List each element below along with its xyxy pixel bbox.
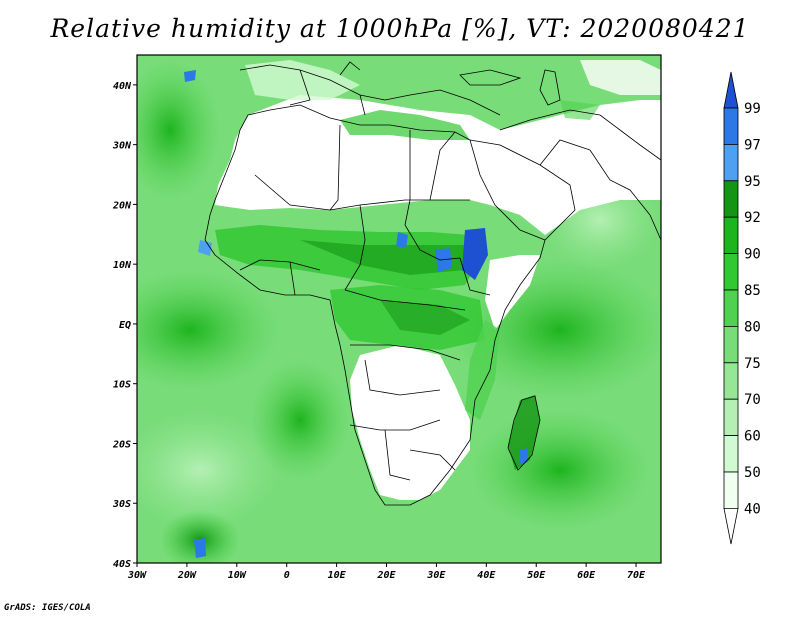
lon-tick-label: 50E [527, 570, 546, 581]
colorbar-segment [723, 435, 739, 473]
lon-tick-label: 20W [177, 570, 197, 581]
lon-tick-label: 0 [284, 570, 290, 581]
map-field [137, 55, 661, 563]
colorbar-segment [723, 471, 739, 509]
lon-tick-label: 10E [328, 570, 347, 581]
colorbar-segment [723, 107, 739, 145]
colorbar-label: 90 [744, 247, 761, 263]
colorbar-segment [723, 253, 739, 291]
lat-tick-label: 10N [113, 260, 132, 271]
lon-tick-label: 20E [376, 570, 396, 581]
colorbar-label: 80 [744, 319, 761, 335]
colorbar-label: 40 [744, 501, 761, 517]
lon-tick-label: 30E [426, 570, 446, 581]
map-title: Relative humidity at 1000hPa [%], VT: 20… [50, 14, 750, 43]
colorbar-label: 95 [744, 174, 761, 190]
colorbar-segment [723, 325, 739, 364]
colorbar-label: 60 [744, 429, 761, 445]
lon-tick-label: 40E [477, 570, 496, 581]
colorbar-segment [723, 216, 739, 254]
colorbar-label: 75 [744, 356, 761, 372]
lat-tick-label: 20N [112, 200, 132, 211]
lon-tick-label: 10W [228, 570, 247, 581]
lat-tick-label: 10S [113, 380, 131, 391]
lat-tick-label: 20S [112, 439, 131, 450]
footer-credit: GrADS: IGES/COLA [4, 603, 91, 613]
colorbar-segment [723, 143, 739, 182]
lat-tick-label: 30N [112, 141, 132, 152]
colorbar-segment [723, 362, 739, 400]
colorbar-label: 97 [744, 137, 761, 153]
map-frame [136, 54, 662, 564]
longitude-axis: 30W 20W 10W 0 10E 20E 30E 40E 50E 60E 70E [127, 563, 646, 581]
country-borders [204, 61, 661, 506]
colorbar-segment [723, 289, 739, 327]
colorbar-segment [723, 398, 739, 437]
colorbar-label: 70 [744, 392, 761, 408]
latitude-axis: 40N 30N 20N 10N EQ 10S 20S 30S 40S [112, 81, 137, 570]
colorbar-label: 50 [744, 465, 761, 481]
lon-tick-label: 60E [577, 570, 596, 581]
lat-tick-label: 30S [112, 499, 131, 510]
lat-tick-label: EQ [119, 320, 131, 331]
colorbar-label: 85 [744, 283, 761, 299]
lon-tick-label: 30W [127, 570, 147, 581]
lat-tick-label: 40N [113, 81, 132, 92]
colorbar-label: 99 [744, 101, 761, 117]
lon-tick-label: 70E [627, 570, 646, 581]
colorbar-label: 92 [744, 210, 761, 226]
colorbar: 99 97 95 92 90 85 80 75 70 60 50 40 [723, 71, 761, 545]
lat-tick-label: 40S [113, 559, 131, 570]
colorbar-top-arrow [723, 71, 739, 109]
colorbar-segment [723, 180, 739, 218]
colorbar-bottom-arrow [723, 507, 739, 545]
